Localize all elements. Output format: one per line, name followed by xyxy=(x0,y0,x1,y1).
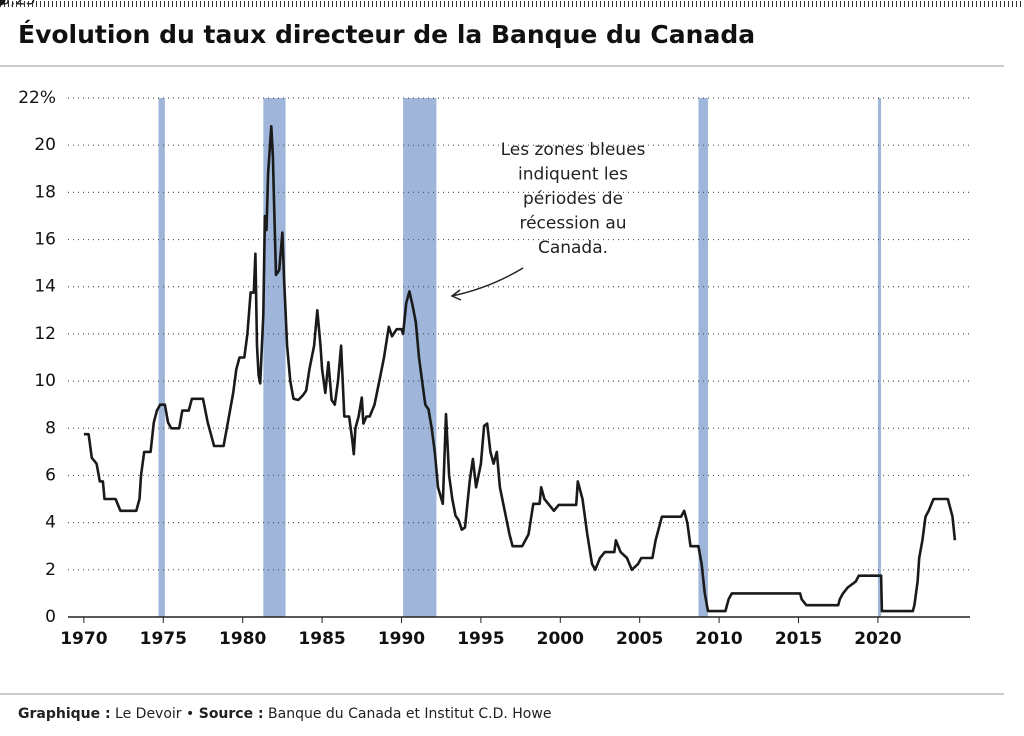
x-tick-label: 1990 xyxy=(378,629,425,649)
recession-band xyxy=(698,98,708,617)
y-tick-label: 8 xyxy=(45,418,56,438)
x-tick-label: 1995 xyxy=(457,629,504,649)
end-label: 3,25 xyxy=(0,0,36,9)
footer-text: Le Devoir xyxy=(115,706,182,722)
x-tick-label: 1980 xyxy=(219,629,266,649)
end-point xyxy=(0,0,6,6)
annotation: Canada. xyxy=(538,238,608,258)
footer-separator: • xyxy=(186,706,195,722)
footer-text: Banque du Canada et Institut C.D. Howe xyxy=(268,706,552,722)
recession-band xyxy=(877,98,882,617)
y-tick-label: 16 xyxy=(34,230,56,250)
annotation: indiquent les xyxy=(518,165,628,185)
y-tick-label: 22% xyxy=(18,88,56,108)
y-tick-label: 10 xyxy=(34,371,56,391)
x-tick-label: 2000 xyxy=(537,629,584,649)
y-tick-label: 4 xyxy=(45,513,56,533)
x-tick-label: 2010 xyxy=(695,629,742,649)
footer-label: Graphique : xyxy=(18,706,111,722)
y-tick-label: 20 xyxy=(34,135,56,155)
y-tick-label: 2 xyxy=(45,560,56,580)
x-tick-label: 1970 xyxy=(60,629,107,649)
footer-label: Source : xyxy=(198,706,264,722)
recession-band xyxy=(263,98,286,617)
annotation: récession au xyxy=(519,214,626,234)
annotation-arrowhead xyxy=(450,289,462,301)
x-tick-label: 1985 xyxy=(298,629,345,649)
y-tick-label: 12 xyxy=(34,324,56,344)
rate-line xyxy=(83,125,957,613)
x-tick-label: 2015 xyxy=(775,629,822,649)
footer: Graphique : Le Devoir • Source : Banque … xyxy=(18,706,551,722)
x-tick-label: 2005 xyxy=(616,629,663,649)
chart-title: Évolution du taux directeur de la Banque… xyxy=(18,20,755,49)
x-tick-label: 1975 xyxy=(140,629,187,649)
y-tick-label: 0 xyxy=(45,607,56,627)
recession-band xyxy=(158,98,165,617)
annotation-arrow xyxy=(451,267,524,297)
y-tick-label: 18 xyxy=(34,182,56,202)
x-tick-label: 2020 xyxy=(854,629,901,649)
y-tick-label: 6 xyxy=(45,465,56,485)
annotation: périodes de xyxy=(523,189,623,209)
y-tick-label: 14 xyxy=(34,277,56,297)
annotation: Les zones bleues xyxy=(501,140,646,160)
